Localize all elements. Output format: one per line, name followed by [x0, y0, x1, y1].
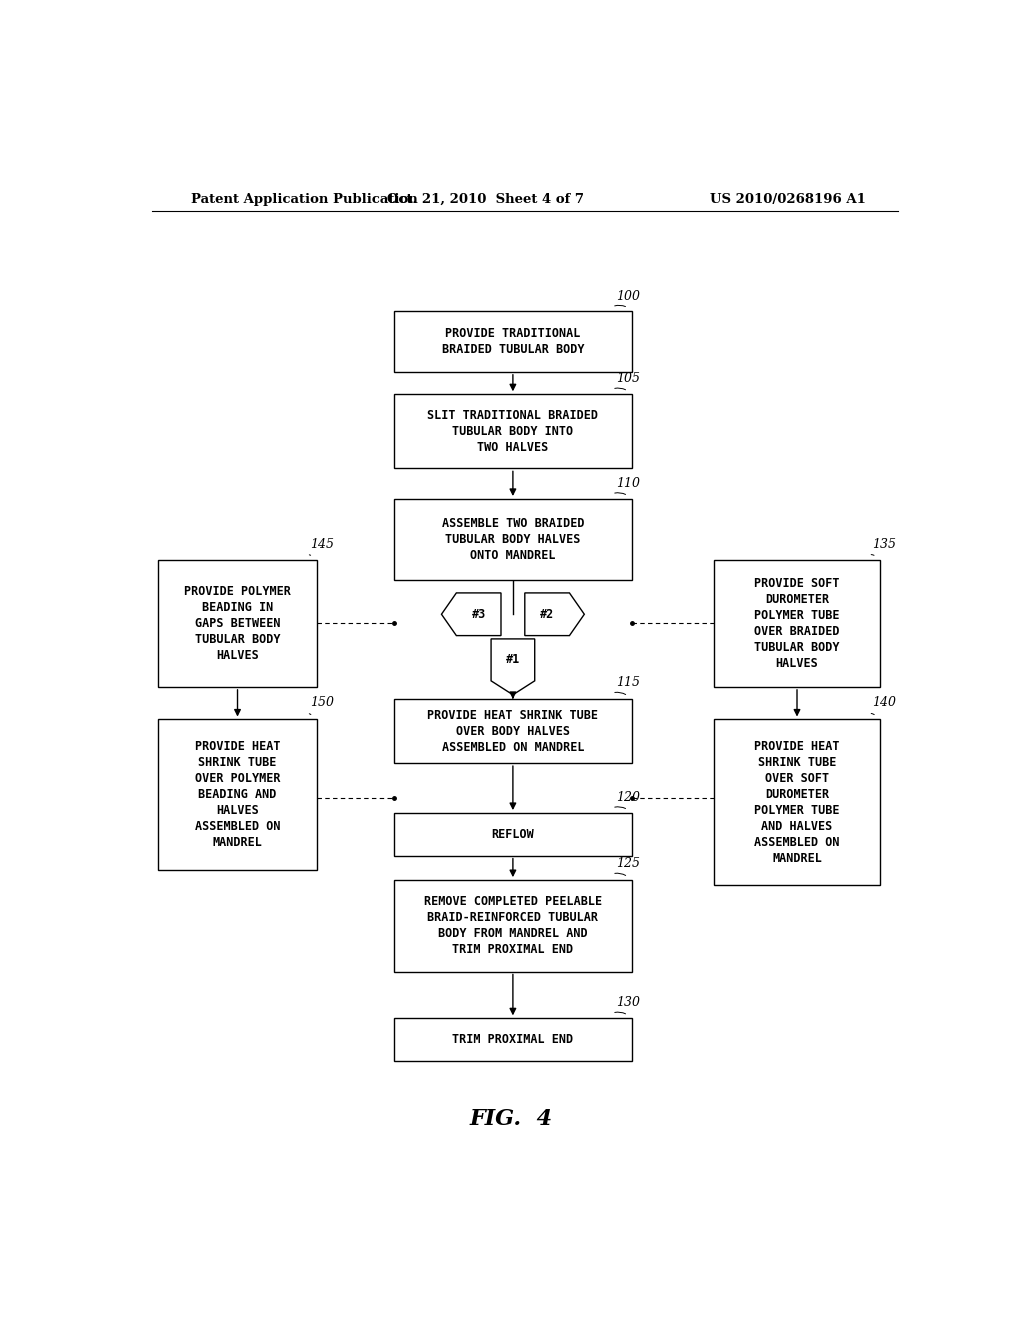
FancyBboxPatch shape	[714, 719, 881, 886]
Polygon shape	[524, 593, 585, 636]
Text: 145: 145	[310, 537, 335, 550]
FancyBboxPatch shape	[394, 813, 632, 855]
Text: 130: 130	[616, 997, 640, 1008]
FancyBboxPatch shape	[158, 719, 316, 870]
Text: SLIT TRADITIONAL BRAIDED
TUBULAR BODY INTO
TWO HALVES: SLIT TRADITIONAL BRAIDED TUBULAR BODY IN…	[427, 409, 598, 454]
Text: ASSEMBLE TWO BRAIDED
TUBULAR BODY HALVES
ONTO MANDREL: ASSEMBLE TWO BRAIDED TUBULAR BODY HALVES…	[441, 517, 584, 562]
Polygon shape	[492, 639, 535, 694]
Text: REFLOW: REFLOW	[492, 828, 535, 841]
Text: TRIM PROXIMAL END: TRIM PROXIMAL END	[453, 1034, 573, 1047]
FancyBboxPatch shape	[394, 499, 632, 581]
Text: PROVIDE HEAT SHRINK TUBE
OVER BODY HALVES
ASSEMBLED ON MANDREL: PROVIDE HEAT SHRINK TUBE OVER BODY HALVE…	[427, 709, 598, 754]
Text: 105: 105	[616, 372, 640, 385]
Text: #2: #2	[540, 607, 554, 620]
FancyBboxPatch shape	[394, 880, 632, 972]
Text: PROVIDE POLYMER
BEADING IN
GAPS BETWEEN
TUBULAR BODY
HALVES: PROVIDE POLYMER BEADING IN GAPS BETWEEN …	[184, 585, 291, 661]
Text: 150: 150	[310, 696, 335, 709]
Text: US 2010/0268196 A1: US 2010/0268196 A1	[711, 193, 866, 206]
FancyBboxPatch shape	[714, 560, 881, 686]
FancyBboxPatch shape	[394, 395, 632, 469]
Text: Patent Application Publication: Patent Application Publication	[191, 193, 418, 206]
Text: PROVIDE HEAT
SHRINK TUBE
OVER POLYMER
BEADING AND
HALVES
ASSEMBLED ON
MANDREL: PROVIDE HEAT SHRINK TUBE OVER POLYMER BE…	[195, 741, 281, 849]
Text: REMOVE COMPLETED PEELABLE
BRAID-REINFORCED TUBULAR
BODY FROM MANDREL AND
TRIM PR: REMOVE COMPLETED PEELABLE BRAID-REINFORC…	[424, 895, 602, 956]
Text: 125: 125	[616, 857, 640, 870]
Text: 135: 135	[872, 537, 896, 550]
Text: #1: #1	[506, 653, 520, 667]
FancyBboxPatch shape	[394, 700, 632, 763]
FancyBboxPatch shape	[158, 560, 316, 686]
Text: 140: 140	[872, 696, 896, 709]
Text: PROVIDE SOFT
DUROMETER
POLYMER TUBE
OVER BRAIDED
TUBULAR BODY
HALVES: PROVIDE SOFT DUROMETER POLYMER TUBE OVER…	[755, 577, 840, 671]
Text: 115: 115	[616, 676, 640, 689]
Text: 100: 100	[616, 289, 640, 302]
Text: 120: 120	[616, 791, 640, 804]
Text: #3: #3	[471, 607, 485, 620]
Polygon shape	[441, 593, 501, 636]
FancyBboxPatch shape	[394, 1018, 632, 1061]
Text: Oct. 21, 2010  Sheet 4 of 7: Oct. 21, 2010 Sheet 4 of 7	[387, 193, 584, 206]
Text: FIG.  4: FIG. 4	[469, 1107, 552, 1130]
FancyBboxPatch shape	[394, 312, 632, 372]
Text: PROVIDE TRADITIONAL
BRAIDED TUBULAR BODY: PROVIDE TRADITIONAL BRAIDED TUBULAR BODY	[441, 327, 584, 356]
Text: PROVIDE HEAT
SHRINK TUBE
OVER SOFT
DUROMETER
POLYMER TUBE
AND HALVES
ASSEMBLED O: PROVIDE HEAT SHRINK TUBE OVER SOFT DUROM…	[755, 739, 840, 865]
Text: 110: 110	[616, 477, 640, 490]
